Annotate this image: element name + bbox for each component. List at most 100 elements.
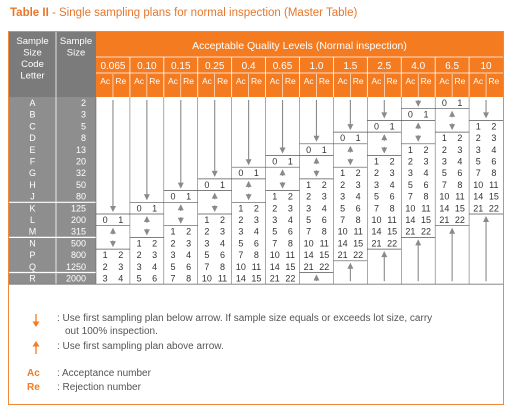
re-value: 15	[421, 215, 431, 225]
arrow-up-head	[347, 145, 354, 152]
row-sample-size: 2000	[66, 274, 86, 284]
arrow-up-head	[415, 122, 422, 129]
row-sample-size: 500	[71, 238, 86, 248]
re-value: 3	[390, 168, 395, 178]
ac-value: 1	[238, 203, 243, 213]
re-value: 2	[457, 133, 462, 143]
ac-header: Ac	[338, 76, 349, 86]
re-value: 2	[356, 168, 361, 178]
ac-value: 5	[374, 192, 379, 202]
row-sample-size: 200	[71, 215, 86, 225]
ac-value: 14	[338, 238, 348, 248]
aql-header-title: Acceptable Quality Levels (Normal inspec…	[192, 40, 407, 52]
re-value: 8	[390, 203, 395, 213]
code-letter-header-line: Size	[23, 48, 41, 59]
re-value: 3	[118, 262, 123, 272]
ac-header: Ac	[439, 76, 450, 86]
re-value: 1	[118, 215, 123, 225]
row-letter: J	[30, 192, 35, 202]
ac-value: 7	[442, 180, 447, 190]
re-value: 6	[254, 238, 259, 248]
arrow-down-head	[143, 194, 150, 201]
row-sample-size: 13	[76, 145, 86, 155]
code-letter-header-line: Letter	[20, 71, 44, 82]
table-frame: Sample Size Code Letter Sample Size Acceptable…	[8, 31, 504, 405]
row-sample-size: 5	[81, 121, 86, 131]
re-value: 4	[322, 203, 327, 213]
arrow-down-head	[245, 194, 252, 201]
row-sample-size: 50	[76, 180, 86, 190]
ac-value: 2	[103, 262, 108, 272]
ac-value: 7	[306, 227, 311, 237]
re-value: 1	[152, 203, 157, 213]
ac-header: Ac	[372, 76, 383, 86]
re-value: 4	[254, 227, 259, 237]
ac-value: 2	[204, 227, 209, 237]
re-value: 22	[455, 215, 465, 225]
arrow-down-head	[313, 135, 320, 142]
arrow-down-head	[177, 217, 184, 224]
re-value: 1	[254, 168, 259, 178]
row-letter: B	[29, 110, 35, 120]
ac-value: 1	[103, 250, 108, 260]
ac-value: 2	[408, 157, 413, 167]
re-value: 4	[220, 238, 225, 248]
re-value: 22	[319, 262, 329, 272]
re-value: 22	[285, 274, 295, 284]
re-value: 3	[424, 157, 429, 167]
ac-value: 3	[103, 274, 108, 284]
ac-value: 5	[272, 227, 277, 237]
re-value: 4	[288, 215, 293, 225]
legend-re-label: Re	[27, 382, 40, 393]
re-value: 8	[491, 168, 496, 178]
row-letter: C	[29, 121, 36, 131]
ac-value: 1	[442, 133, 447, 143]
ac-value: 2	[272, 203, 277, 213]
re-value: 2	[491, 121, 496, 131]
arrow-down-head	[211, 170, 218, 177]
re-value: 11	[455, 192, 464, 202]
row-letter: F	[30, 157, 36, 167]
ac-value: 0	[137, 203, 142, 213]
row-letter: L	[30, 215, 35, 225]
arrow-down-head	[279, 182, 286, 189]
re-value: 4	[491, 145, 496, 155]
ac-header: Ac	[100, 76, 111, 86]
re-value: 8	[254, 250, 259, 260]
ac-value: 3	[204, 238, 209, 248]
ac-value: 2	[442, 145, 447, 155]
ac-value: 21	[371, 238, 381, 248]
row-letter: M	[29, 227, 37, 237]
ac-value: 3	[374, 180, 379, 190]
arrow-down-head	[347, 124, 354, 131]
ac-value: 5	[306, 215, 311, 225]
ac-value: 0	[408, 110, 413, 120]
re-value: 11	[252, 262, 261, 272]
sampling-table: SampleSizeCodeLetterSampleSizeAcceptable…	[9, 32, 503, 285]
ac-value: 14	[473, 192, 483, 202]
ac-value: 5	[340, 203, 345, 213]
table-title-rest: - Single sampling plans for normal inspe…	[48, 7, 358, 19]
re-value: 6	[186, 262, 191, 272]
re-value: 8	[322, 227, 327, 237]
re-value: 1	[288, 157, 293, 167]
arrow-down-head	[483, 112, 490, 119]
arrow-down-head	[381, 147, 388, 154]
re-value: 6	[356, 203, 361, 213]
code-letter-header-line: Sample	[16, 36, 48, 47]
re-value: 8	[288, 238, 293, 248]
re-value: 1	[186, 192, 191, 202]
ac-value: 2	[238, 215, 243, 225]
ac-value: 21	[270, 274, 280, 284]
ac-value: 14	[270, 262, 280, 272]
row-sample-size: 3	[81, 110, 86, 120]
aql-level-label: 0.25	[205, 61, 225, 72]
arrow-up-head	[347, 262, 354, 269]
re-value: 4	[424, 168, 429, 178]
re-value: 22	[353, 250, 363, 260]
ac-value: 21	[439, 215, 449, 225]
ac-value: 0	[340, 133, 345, 143]
re-value: 15	[489, 192, 499, 202]
row-sample-size: 315	[71, 227, 86, 237]
ac-value: 5	[442, 168, 447, 178]
